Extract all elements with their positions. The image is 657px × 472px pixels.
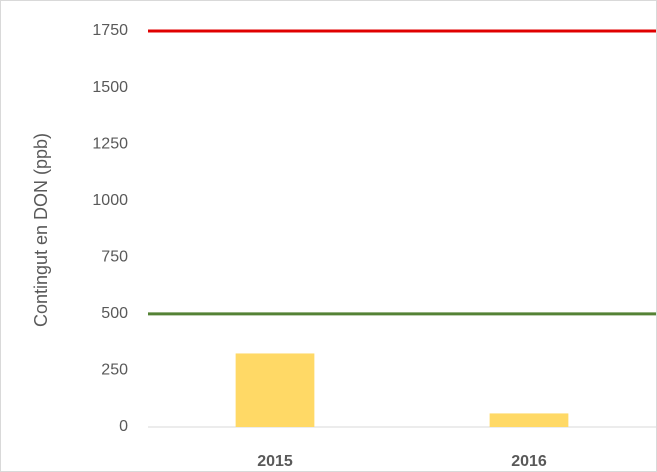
- bar: [235, 353, 315, 427]
- y-tick-label: 0: [119, 418, 128, 435]
- y-tick-label: 1500: [92, 79, 128, 96]
- x-tick-label: 2015: [257, 453, 293, 470]
- y-tick-label: 500: [101, 305, 128, 322]
- y-tick-label: 750: [101, 249, 128, 266]
- y-tick-label: 1250: [92, 135, 128, 152]
- y-axis-title: Contingut en DON (ppb): [31, 133, 51, 327]
- bar: [489, 413, 569, 427]
- y-tick-label: 1000: [92, 192, 128, 209]
- x-tick-label: 2016: [511, 453, 547, 470]
- y-tick-label: 1750: [92, 22, 128, 39]
- y-tick-label: 250: [101, 362, 128, 379]
